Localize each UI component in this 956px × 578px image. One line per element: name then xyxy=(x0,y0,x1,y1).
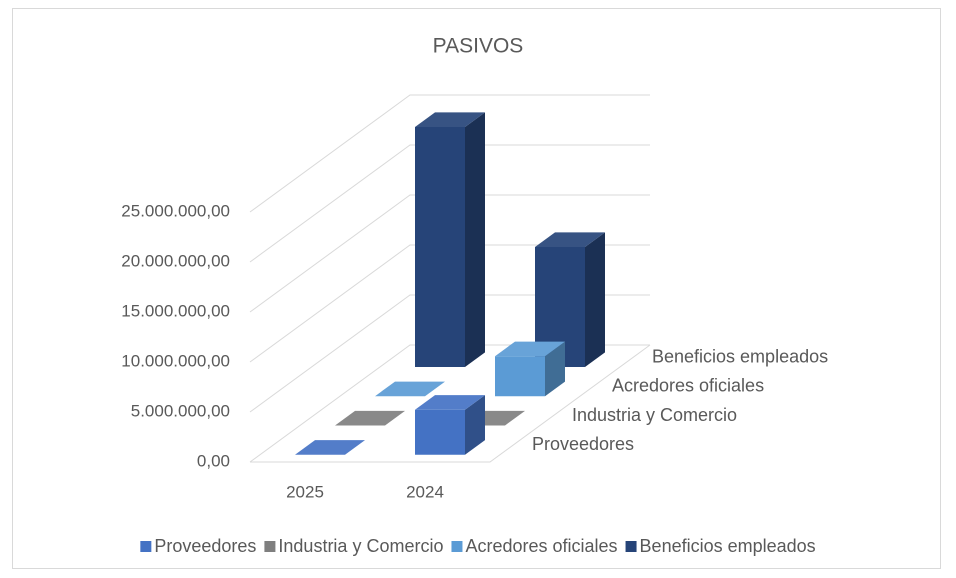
bar xyxy=(295,440,365,455)
legend-swatch xyxy=(264,541,276,552)
bar xyxy=(495,341,565,397)
bar-top xyxy=(415,112,485,127)
grid-line xyxy=(249,94,650,213)
bar-top xyxy=(535,232,605,247)
depth-label: Industria y Comercio xyxy=(572,405,737,425)
y-tick-label: 20.000.000,00 xyxy=(121,251,230,270)
bar xyxy=(415,112,485,367)
bar xyxy=(375,381,445,397)
floor-edge xyxy=(250,344,651,463)
depth-label: Beneficios empleados xyxy=(652,346,828,366)
bar-side xyxy=(585,232,605,367)
chart-title: PASIVOS xyxy=(433,35,524,58)
y-tick-label: 0,00 xyxy=(197,451,230,470)
bar-top xyxy=(295,440,365,455)
bar-side xyxy=(545,341,565,397)
legend-label: Industria y Comercio xyxy=(278,536,443,556)
depth-label: Acredores oficiales xyxy=(612,376,764,396)
legend-label: Proveedores xyxy=(154,536,256,556)
bar-top xyxy=(335,410,405,426)
bar xyxy=(415,395,485,455)
legend-swatch xyxy=(451,541,463,552)
bar xyxy=(335,410,405,426)
y-tick-label: 5.000.000,00 xyxy=(131,401,230,420)
depth-label: Proveedores xyxy=(532,434,634,454)
bar-top xyxy=(415,395,485,410)
bar xyxy=(535,232,605,367)
y-tick-label: 25.000.000,00 xyxy=(121,201,230,220)
grid-line xyxy=(249,194,650,313)
bar-front xyxy=(415,409,465,455)
legend-swatch xyxy=(625,541,637,552)
legend: Proveedores Industria y Comercio Acredores… xyxy=(140,536,816,556)
x-tick-label: 2024 xyxy=(406,482,444,501)
legend-label: Acredores oficiales xyxy=(465,536,617,556)
bar-top xyxy=(495,341,565,357)
bar-front xyxy=(415,126,465,367)
x-tick-label: 2025 xyxy=(286,482,324,501)
grid-line xyxy=(249,144,650,263)
bar-side xyxy=(465,395,485,455)
y-tick-label: 10.000.000,00 xyxy=(121,351,230,370)
bar-front xyxy=(535,246,585,367)
bar-top xyxy=(375,381,445,397)
legend-label: Beneficios empleados xyxy=(640,536,816,556)
bar-side xyxy=(465,112,485,367)
y-tick-label: 15.000.000,00 xyxy=(121,301,230,320)
legend-swatch xyxy=(140,541,152,552)
bar-front xyxy=(495,356,545,397)
